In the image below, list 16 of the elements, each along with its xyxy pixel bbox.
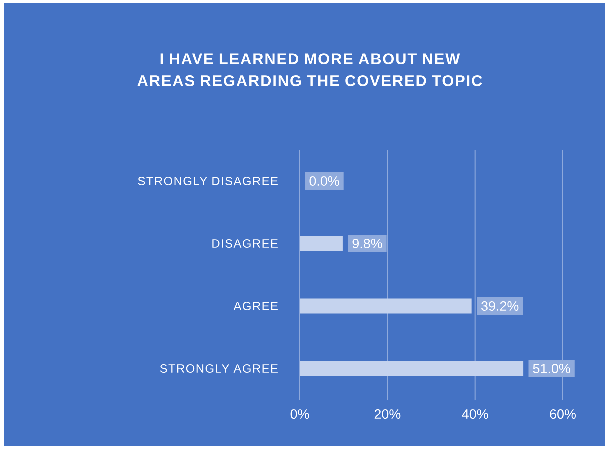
y-tick-label: STRONGLY AGREE bbox=[160, 364, 278, 373]
bar bbox=[300, 361, 524, 376]
data-label: 51.0% bbox=[533, 364, 570, 374]
bar bbox=[300, 236, 343, 252]
data-label: 0.0% bbox=[310, 176, 340, 186]
x-tick-label: 0% bbox=[290, 410, 310, 420]
x-tick-label: 20% bbox=[374, 410, 401, 420]
y-tick-label: AGREE bbox=[234, 302, 278, 310]
data-label: 39.2% bbox=[482, 301, 519, 312]
y-tick-label: DISAGREE bbox=[212, 240, 278, 248]
y-tick-label: STRONGLY DISAGREE bbox=[138, 177, 278, 186]
chart-title: I HAVE LEARNED MORE ABOUT NEW AREAS REGARDING THE COVERED TOPIC bbox=[138, 54, 482, 86]
x-tick-label: 40% bbox=[462, 410, 488, 420]
bar bbox=[300, 298, 472, 314]
x-tick-label: 60% bbox=[550, 410, 576, 420]
data-label: 9.8% bbox=[352, 238, 382, 249]
